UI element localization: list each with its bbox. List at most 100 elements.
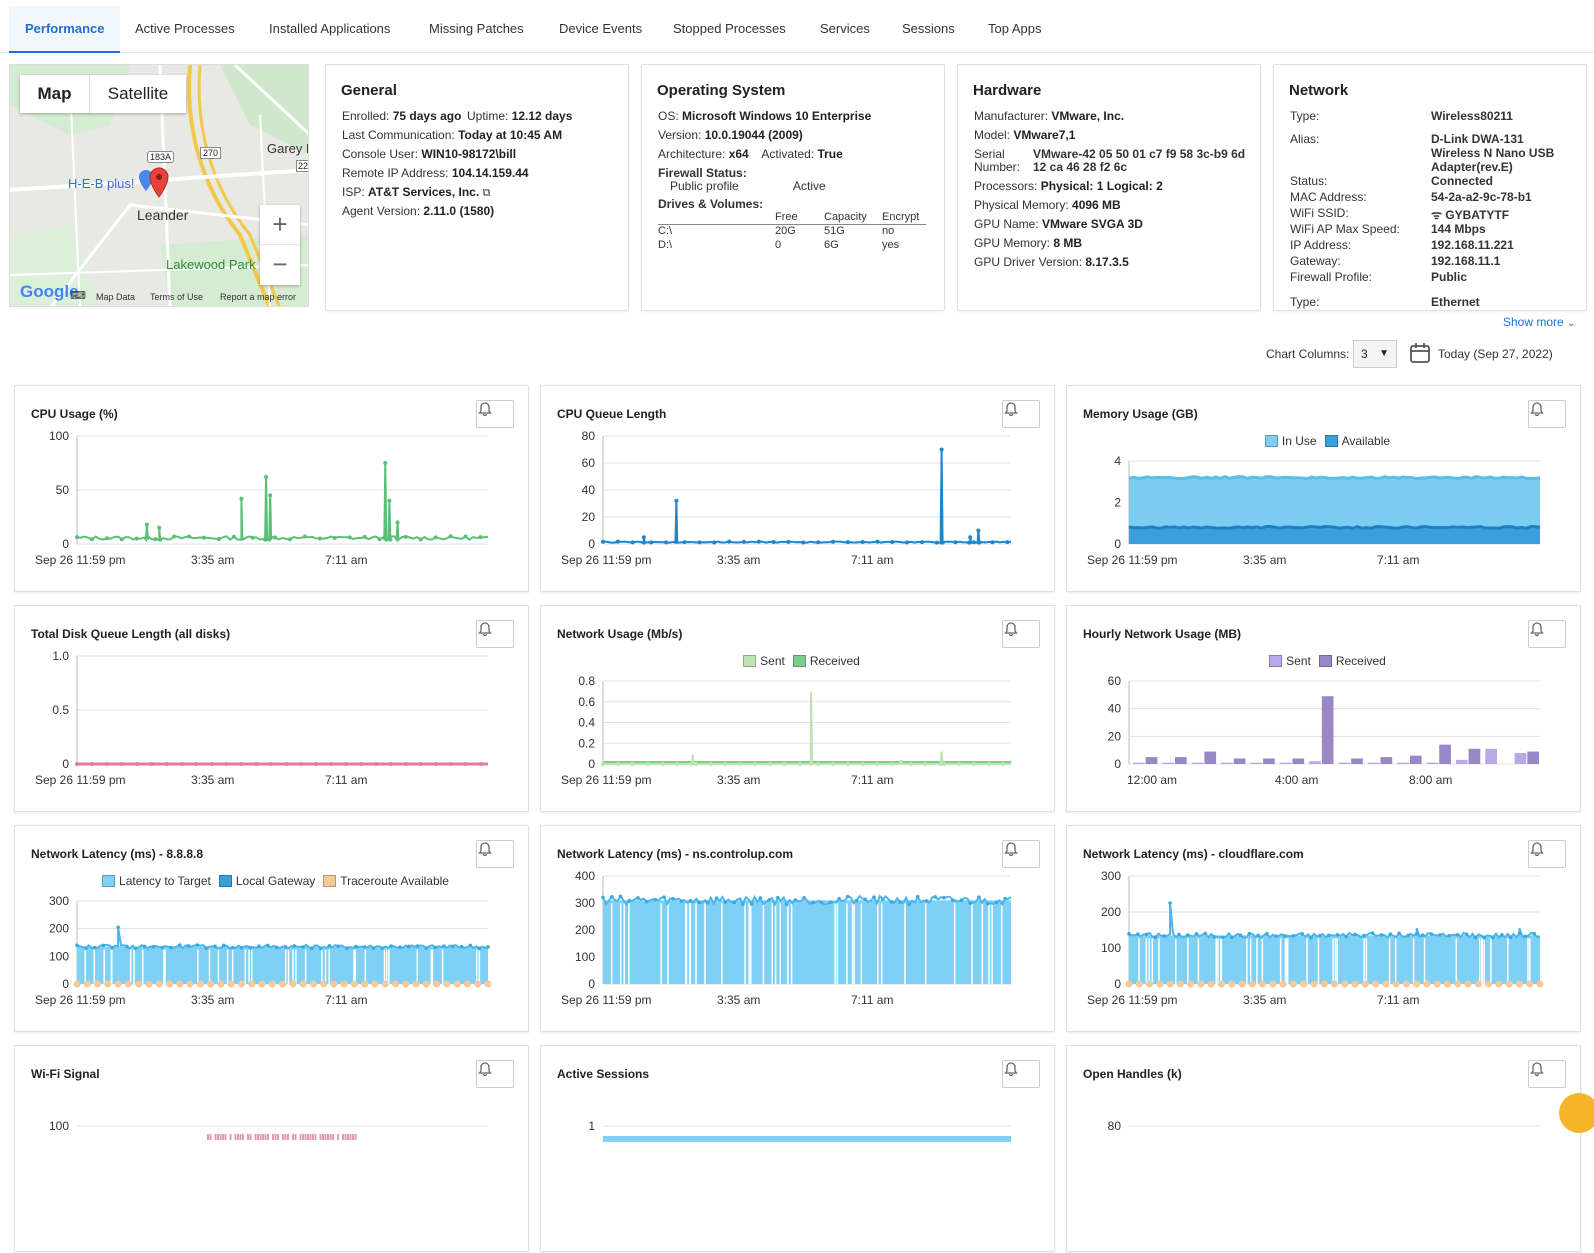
tab-services[interactable]: Services bbox=[820, 21, 870, 36]
tab-missing-patches[interactable]: Missing Patches bbox=[429, 21, 524, 36]
series-line-available bbox=[1128, 524, 1541, 530]
alert-bell-button[interactable] bbox=[476, 400, 514, 428]
legend-swatch[interactable] bbox=[743, 655, 757, 667]
legend-label[interactable]: Received bbox=[1335, 654, 1386, 668]
x-tick-label: 7:11 am bbox=[851, 773, 893, 787]
alert-bell-button[interactable] bbox=[476, 620, 514, 648]
model-value: VMware7,1 bbox=[1013, 128, 1076, 142]
map-pin-icon[interactable] bbox=[136, 166, 176, 200]
legend-label[interactable]: Local Gateway bbox=[235, 874, 316, 888]
tab-performance[interactable]: Performance bbox=[9, 6, 121, 53]
data-point bbox=[601, 762, 605, 766]
data-point bbox=[358, 762, 363, 766]
activated-value: True bbox=[817, 147, 843, 161]
isp-row: ISP: AT&T Services, Inc. ⧉ bbox=[342, 185, 490, 200]
alert-bell-button[interactable] bbox=[1528, 1060, 1566, 1088]
external-link-icon[interactable]: ⧉ bbox=[482, 187, 491, 199]
legend-label[interactable]: Sent bbox=[760, 654, 785, 668]
map-button[interactable]: Map bbox=[20, 75, 90, 113]
tab-top-apps[interactable]: Top Apps bbox=[988, 21, 1042, 36]
console-user-value: WIN10-98172\bill bbox=[421, 147, 517, 161]
signal-bar bbox=[219, 1134, 222, 1140]
traceroute-point bbox=[124, 980, 132, 988]
data-point bbox=[880, 897, 885, 902]
series-line-latency bbox=[76, 927, 489, 950]
legend-swatch[interactable] bbox=[1324, 435, 1338, 447]
alert-bell-button[interactable] bbox=[1002, 1060, 1040, 1088]
legend-label[interactable]: Available bbox=[1341, 434, 1391, 448]
legend-label[interactable]: In Use bbox=[1281, 434, 1317, 448]
legend-swatch[interactable] bbox=[1269, 655, 1283, 667]
legend-swatch[interactable] bbox=[218, 875, 232, 887]
alert-bell-button[interactable] bbox=[1002, 400, 1040, 428]
satellite-button[interactable]: Satellite bbox=[107, 84, 169, 103]
location-map[interactable]: Map Satellite H-E-B plus! Leander Lakewo… bbox=[9, 64, 309, 307]
chat-widget-icon[interactable] bbox=[1559, 1093, 1594, 1133]
alert-bell-button[interactable] bbox=[1528, 620, 1566, 648]
y-tick-label: 0 bbox=[1114, 537, 1121, 551]
keyboard-icon[interactable]: ⌨ bbox=[70, 290, 86, 302]
show-more-link[interactable]: Show more ⌄ bbox=[1503, 315, 1575, 329]
data-point bbox=[749, 902, 754, 906]
bar-sent bbox=[1191, 762, 1204, 764]
traceroute-point bbox=[237, 980, 245, 988]
series-line bbox=[603, 691, 1011, 765]
zoom-out-button[interactable]: − bbox=[272, 249, 288, 279]
data-point bbox=[697, 900, 701, 905]
data-point bbox=[1177, 932, 1181, 937]
tab-stopped-processes[interactable]: Stopped Processes bbox=[673, 21, 786, 36]
legend-label[interactable]: Sent bbox=[1286, 654, 1311, 668]
data-point bbox=[890, 762, 895, 766]
zoom-in-button[interactable]: + bbox=[260, 205, 300, 245]
report-map-error-link[interactable]: Report a map error bbox=[220, 292, 297, 302]
chart-plot: 60 40 20 0 12:00 am 4:00 am 8:00 am bbox=[1108, 674, 1540, 787]
bell-icon bbox=[1004, 402, 1018, 417]
data-point bbox=[1203, 931, 1208, 936]
data-point bbox=[478, 762, 483, 766]
chart-plot: 1.0 0.5 0 Sep 26 11:59 pm 3:35 am 7:11 am bbox=[35, 649, 488, 787]
data-point bbox=[254, 762, 259, 766]
tab-sessions[interactable]: Sessions bbox=[902, 21, 955, 36]
map-data-link[interactable]: Map Data bbox=[96, 292, 136, 302]
data-point bbox=[1238, 933, 1243, 938]
legend-swatch[interactable] bbox=[102, 875, 116, 887]
data-point bbox=[266, 943, 270, 948]
model-row: Model: VMware7,1 bbox=[974, 128, 1075, 142]
legend-swatch[interactable] bbox=[323, 875, 337, 887]
signal-bar bbox=[229, 1134, 232, 1140]
traceroute-point bbox=[176, 980, 184, 988]
data-point bbox=[1464, 932, 1469, 937]
data-point bbox=[75, 762, 79, 766]
alert-bell-button[interactable] bbox=[1002, 840, 1040, 868]
legend-swatch[interactable] bbox=[1264, 435, 1278, 447]
chart-plot: 0.8 0.6 0.4 0.2 0 Sep 26 11:59 pm 3:35 am 7:11 … bbox=[561, 674, 1011, 787]
gpu-driver-value: 8.17.3.5 bbox=[1085, 255, 1129, 269]
chart-legend: Sent Received bbox=[541, 654, 1054, 668]
data-point bbox=[362, 945, 367, 949]
date-picker[interactable]: Today (Sep 27, 2022) bbox=[1438, 347, 1553, 361]
terms-of-use-link[interactable]: Terms of Use bbox=[150, 292, 204, 302]
remote-ip-value: 104.14.159.44 bbox=[451, 166, 529, 180]
bar-received bbox=[1233, 758, 1246, 764]
data-point bbox=[828, 900, 833, 905]
tab-device-events[interactable]: Device Events bbox=[559, 21, 643, 36]
legend-swatch[interactable] bbox=[792, 655, 806, 667]
tab-active-processes[interactable]: Active Processes bbox=[135, 21, 235, 36]
bell-icon bbox=[1530, 842, 1544, 857]
legend-label[interactable]: Received bbox=[809, 654, 860, 668]
alert-bell-button[interactable] bbox=[1002, 620, 1040, 648]
legend-label[interactable]: Traceroute Available bbox=[340, 874, 449, 888]
alert-bell-button[interactable] bbox=[1528, 400, 1566, 428]
legend-swatch[interactable] bbox=[1318, 655, 1332, 667]
alert-bell-button[interactable] bbox=[1528, 840, 1566, 868]
chart-columns-select[interactable]: 3 ▼ bbox=[1353, 340, 1397, 368]
tab-installed-applications[interactable]: Installed Applications bbox=[269, 21, 391, 36]
map-label-leander: Leander bbox=[137, 207, 189, 223]
chart-plot: 300 200 100 0 Sep 26 11:59 pm 3:35 am 7:11 am bbox=[35, 894, 492, 1007]
calendar-icon[interactable] bbox=[1409, 342, 1431, 364]
data-point bbox=[693, 762, 698, 766]
legend-label[interactable]: Latency to Target bbox=[119, 874, 211, 888]
alert-bell-button[interactable] bbox=[476, 840, 514, 868]
alert-bell-button[interactable] bbox=[476, 1060, 514, 1088]
network-row-label: WiFi AP Max Speed: bbox=[1290, 222, 1400, 236]
